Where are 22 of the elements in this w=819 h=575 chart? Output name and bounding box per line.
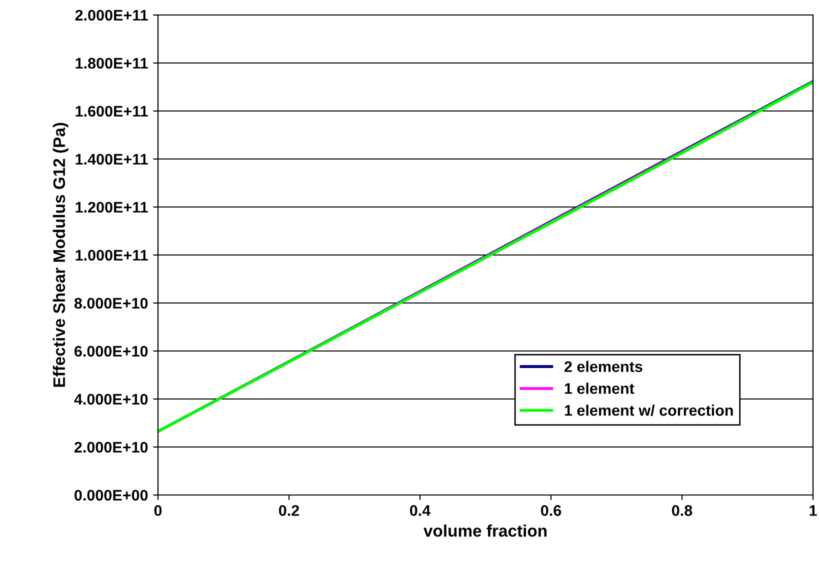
x-tick-label: 0.4 [410, 505, 431, 516]
y-tick-label: 1.800E+11 [76, 58, 148, 69]
x-tick-label: 0.6 [540, 505, 562, 516]
y-tick-label: 1.400E+11 [76, 154, 148, 165]
y-tick-label: 4.000E+10 [74, 394, 148, 405]
x-tick-label: 0.2 [278, 505, 300, 516]
legend-label: 1 element w/ correction [564, 404, 733, 416]
y-tick-label: 6.000E+10 [74, 346, 148, 357]
x-axis-title: volume fraction [424, 524, 547, 537]
x-tick-label: 0.8 [672, 505, 692, 516]
y-tick-label: 2.000E+10 [74, 442, 148, 453]
y-tick-label: 1.000E+11 [76, 250, 148, 261]
legend-label: 2 elements [564, 360, 642, 372]
y-tick-label: 0.000E+00 [74, 490, 148, 501]
y-tick-label: 1.200E+11 [76, 202, 148, 213]
y-tick-label: 1.600E+11 [76, 106, 148, 117]
x-tick-label: 0 [154, 505, 162, 516]
legend-label: 1 element [564, 382, 634, 394]
x-tick-label: 1 [810, 505, 817, 516]
y-tick-label: 2.000E+11 [75, 10, 148, 21]
y-tick-label: 8.000E+10 [74, 298, 148, 309]
y-axis-title: Effective Shear Modulus G12 (Pa) [52, 122, 68, 387]
